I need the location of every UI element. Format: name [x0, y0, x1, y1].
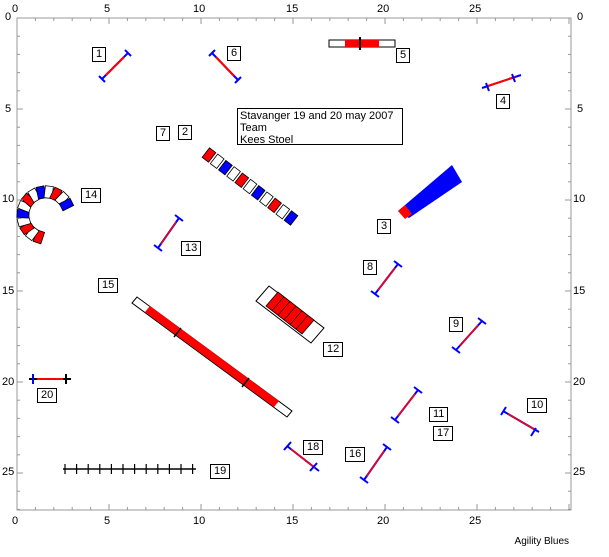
number-label-1: 1: [92, 47, 107, 62]
tunnel-segment: [267, 197, 282, 214]
axis-left-25: 25: [2, 466, 15, 478]
a-frame-12: [255, 285, 325, 344]
axis-ticks: [16, 17, 571, 510]
a-frame-slat: [289, 310, 303, 325]
axis-left-5: 5: [5, 103, 12, 115]
tunnel-segment: [283, 210, 299, 226]
axis-right-25: 25: [573, 466, 586, 478]
number-label-17: 17: [433, 426, 454, 441]
number-label-7: 7: [156, 126, 171, 141]
jump-16: [359, 443, 392, 484]
axis-right-20: 20: [573, 376, 586, 388]
number-label-2: 2: [178, 125, 193, 140]
jump-1: [98, 49, 132, 83]
tunnel-segment: [209, 153, 225, 170]
number-label-19: 19: [210, 464, 231, 479]
field-border: [16, 17, 572, 511]
jump-10: [500, 406, 540, 437]
axis-right-15: 15: [573, 285, 586, 297]
number-label-11: 11: [429, 407, 449, 422]
tunnel-segment: [58, 197, 75, 212]
jump-9: [451, 317, 487, 354]
axis-top-25: 25: [469, 3, 482, 15]
a-frame-slat: [271, 296, 285, 311]
event-title: Stavanger 19 and 20 may 2007: [240, 110, 394, 122]
number-label-13: 13: [181, 241, 202, 256]
footer-credit: Agility Blues: [514, 536, 569, 547]
a-frame-slat: [277, 301, 291, 316]
a-frame-slat: [283, 305, 297, 321]
axis-top-0: 0: [12, 3, 19, 15]
weave-poles-19: [63, 464, 196, 474]
number-label-3: 3: [377, 219, 392, 234]
tunnel-segment: [218, 159, 233, 176]
jump-8: [370, 260, 403, 298]
class-name: Team: [240, 122, 267, 134]
jump-13: [153, 214, 184, 252]
jump-6: [208, 49, 242, 84]
tunnel-segment: [201, 147, 217, 163]
axis-top-5: 5: [104, 3, 111, 15]
number-label-12: 12: [323, 342, 344, 357]
tunnel-segment: [259, 191, 274, 207]
axis-bottom-0: 0: [12, 515, 19, 527]
curved-tunnel-7: [201, 147, 299, 226]
jump-20: [29, 374, 71, 384]
number-label-18: 18: [303, 440, 324, 455]
number-label-4: 4: [496, 94, 511, 109]
axis-top-10: 10: [193, 3, 206, 15]
tunnel-14: [16, 185, 75, 245]
number-label-6: 6: [227, 46, 242, 61]
axis-left-10: 10: [2, 193, 15, 205]
number-label-20: 20: [37, 388, 58, 403]
course-info-box: Stavanger 19 and 20 may 2007 Team Kees S…: [237, 108, 403, 146]
axis-bottom-10: 10: [193, 515, 206, 527]
number-label-16: 16: [345, 447, 366, 462]
axis-bottom-25: 25: [469, 515, 482, 527]
axis-left-20: 20: [2, 376, 15, 388]
a-frame-slat: [295, 315, 309, 330]
tunnel-segment: [275, 203, 291, 220]
axis-right-0: 0: [577, 11, 584, 23]
number-label-5: 5: [396, 48, 411, 63]
jump-5: [328, 37, 396, 50]
jump-18: [283, 441, 320, 472]
number-label-10: 10: [527, 398, 548, 413]
tunnel-segment: [250, 185, 266, 201]
axis-bottom-20: 20: [377, 515, 390, 527]
number-label-8: 8: [363, 260, 378, 275]
axis-bottom-5: 5: [104, 515, 111, 527]
tunnel-segment: [226, 166, 241, 182]
jump-4: [481, 73, 522, 92]
axis-left-0: 0: [5, 11, 12, 23]
axis-bottom-15: 15: [286, 515, 299, 527]
jump-11: [390, 386, 423, 424]
number-label-15: 15: [98, 278, 119, 293]
number-label-14: 14: [81, 188, 102, 203]
tunnel-3: [398, 165, 462, 219]
axis-right-5: 5: [577, 103, 584, 115]
judge-name: Kees Stoel: [240, 134, 294, 146]
tunnel-segment: [242, 178, 258, 195]
axis-top-15: 15: [286, 3, 299, 15]
axis-right-10: 10: [573, 193, 586, 205]
number-label-9: 9: [449, 317, 464, 332]
axis-top-20: 20: [377, 3, 390, 15]
tunnel-segment: [234, 172, 250, 188]
dog-walk-15: [131, 296, 293, 418]
axis-left-15: 15: [2, 285, 15, 297]
